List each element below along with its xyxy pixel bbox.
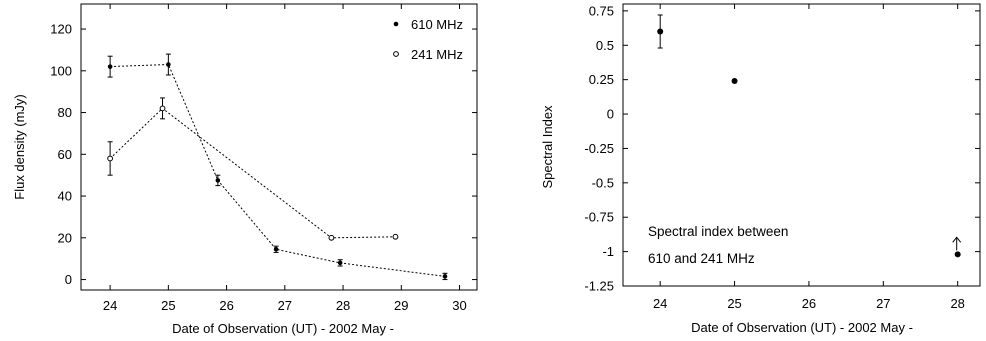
y-tick-label: 80: [58, 105, 72, 120]
series-connector-1: [109, 107, 396, 239]
left-plot-frame: [80, 3, 478, 291]
left-connectors: [109, 63, 446, 277]
lower-limit-arrowhead: [952, 236, 962, 243]
data-point-open: [107, 155, 114, 162]
data-point-open: [159, 105, 166, 112]
x-tick-label: 26: [219, 298, 233, 313]
y-tick-label: 20: [58, 230, 72, 245]
y-tick-label: -1: [602, 244, 614, 259]
right-x-axis-label: Date of Observation (UT) - 2002 May -: [691, 320, 913, 335]
x-tick-label: 29: [394, 298, 408, 313]
left-x-axis: 24 25 26 27 28 29 30: [103, 4, 467, 313]
data-point-filled: [337, 260, 343, 266]
y-tick-label: 0.25: [589, 72, 614, 87]
x-tick-label: 24: [103, 298, 117, 313]
right-data-points: [657, 14, 962, 258]
y-tick-label: -0.75: [584, 210, 614, 225]
x-tick-label: 27: [876, 296, 890, 311]
y-tick-label: 0: [607, 107, 614, 122]
left-y-axis-label: Flux density (mJy): [12, 94, 27, 199]
x-tick-label: 25: [727, 296, 741, 311]
y-tick-label: 60: [58, 147, 72, 162]
legend-label-241: 241 MHz: [411, 47, 463, 62]
y-tick-label: -0.25: [584, 141, 614, 156]
data-point-filled: [442, 274, 448, 279]
y-tick-label: 0.5: [596, 38, 614, 53]
data-point-open: [392, 233, 399, 240]
right-y-axis: 0.75 0.5 0.25 0 -0.25 -0.5 -0.75 -1 -1.25: [584, 3, 980, 294]
y-tick-label: 0.75: [589, 3, 614, 18]
y-tick-label: -1.25: [584, 279, 614, 294]
annotation-line-2: 610 and 241 MHz: [648, 251, 755, 266]
x-tick-label: 30: [452, 298, 466, 313]
spectral-index-chart: 24 25 26 27 28 0.75 0.5 0.25 0 -0.25 -0.5 -0.75 -1 -…: [540, 3, 981, 335]
annotation-line-1: Spectral index between: [648, 224, 788, 239]
x-tick-label: 28: [336, 298, 350, 313]
data-point-filled: [166, 62, 171, 67]
right-x-axis: 24 25 26 27 28: [653, 4, 965, 311]
data-point-filled: [731, 78, 738, 85]
data-point-filled: [657, 28, 664, 35]
y-tick-label: 120: [50, 22, 72, 37]
left-x-axis-label: Date of Observation (UT) - 2002 May -: [172, 321, 394, 336]
x-tick-label: 28: [950, 296, 964, 311]
legend-marker-610: [393, 21, 399, 27]
x-tick-label: 27: [278, 298, 292, 313]
legend: 610 MHz 241 MHz: [393, 17, 463, 62]
left-y-axis: 0 20 40 60 80 100 120: [50, 22, 477, 287]
flux-density-chart: 24 25 26 27 28 29 30 0 20 40 60 80 100 120 Date of O…: [12, 3, 478, 336]
data-point-filled: [215, 178, 221, 183]
data-point-filled: [954, 251, 961, 258]
x-tick-label: 24: [653, 296, 667, 311]
left-data-points: [107, 53, 448, 281]
x-tick-label: 26: [802, 296, 816, 311]
data-point-filled: [107, 64, 113, 69]
y-tick-label: 40: [58, 189, 72, 204]
right-plot-frame: [622, 3, 981, 287]
right-y-axis-label: Spectral Index: [540, 105, 555, 189]
legend-label-610: 610 MHz: [411, 17, 463, 32]
y-tick-label: 0: [65, 272, 72, 287]
data-point-filled: [273, 246, 279, 252]
data-point-open: [328, 234, 335, 241]
series-connector-0: [110, 63, 446, 277]
y-tick-label: -0.5: [592, 175, 614, 190]
x-tick-label: 25: [161, 298, 175, 313]
y-tick-label: 100: [50, 63, 72, 78]
legend-marker-241: [393, 51, 399, 57]
